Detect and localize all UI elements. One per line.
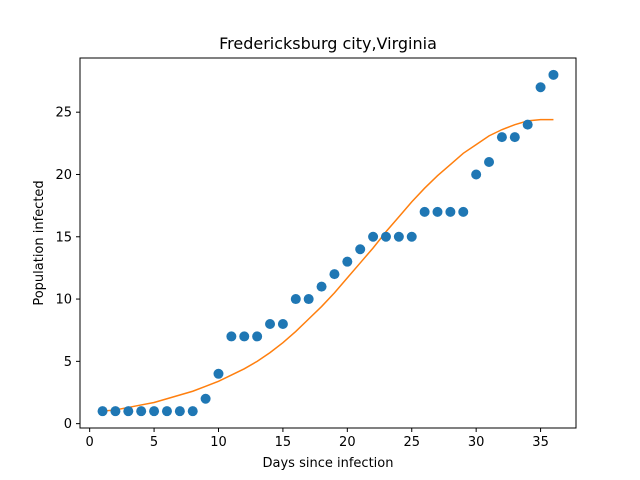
y-tick-label: 10 [55, 293, 72, 308]
y-axis-label: Population infected [32, 180, 47, 305]
data-point [342, 256, 353, 267]
data-point [535, 82, 546, 93]
data-point [393, 231, 404, 242]
x-axis-label: Days since infection [263, 456, 394, 471]
data-point [458, 206, 469, 217]
plot-area-frame [79, 57, 577, 429]
data-point [110, 406, 121, 417]
x-tick-label: 30 [468, 435, 485, 450]
data-point [303, 294, 314, 305]
data-point [161, 406, 172, 417]
data-point [136, 406, 147, 417]
data-point [496, 132, 507, 143]
data-point [149, 406, 160, 417]
data-point [252, 331, 263, 342]
data-point [316, 281, 327, 292]
data-point [548, 69, 559, 80]
data-point [509, 132, 520, 143]
x-axis-ticks: 0 5 10 15 20 25 30 35 [86, 428, 549, 450]
data-point [187, 406, 198, 417]
x-tick-label: 25 [403, 435, 420, 450]
x-tick-label: 10 [210, 435, 227, 450]
data-point [484, 157, 495, 168]
data-point [432, 206, 443, 217]
y-tick-label: 5 [64, 355, 72, 370]
data-point [355, 244, 366, 255]
data-point [419, 206, 430, 217]
x-tick-label: 35 [532, 435, 549, 450]
y-tick-label: 0 [64, 417, 72, 432]
data-point [174, 406, 185, 417]
x-tick-label: 15 [275, 435, 292, 450]
y-tick-label: 25 [55, 106, 72, 121]
data-point [522, 119, 533, 130]
data-point [471, 169, 482, 180]
chart-title: Fredericksburg city,Virginia [219, 34, 437, 53]
data-point [380, 231, 391, 242]
data-point [368, 231, 379, 242]
fitted-curve-line [102, 118, 554, 412]
data-points [97, 69, 559, 417]
y-tick-label: 20 [55, 168, 72, 183]
y-tick-label: 15 [55, 230, 72, 245]
data-point [406, 231, 417, 242]
x-tick-label: 0 [86, 435, 94, 450]
data-point [290, 294, 301, 305]
data-point [97, 406, 108, 417]
x-tick-label: 20 [339, 435, 356, 450]
data-point [329, 269, 340, 280]
data-point [277, 318, 288, 329]
data-point [226, 331, 237, 342]
data-point [213, 368, 224, 379]
data-point [123, 406, 134, 417]
data-point [200, 393, 211, 404]
x-tick-label: 5 [150, 435, 158, 450]
y-axis-ticks: 0 5 10 15 20 25 [55, 106, 80, 432]
data-point [445, 206, 456, 217]
data-point [265, 318, 276, 329]
data-point [239, 331, 250, 342]
